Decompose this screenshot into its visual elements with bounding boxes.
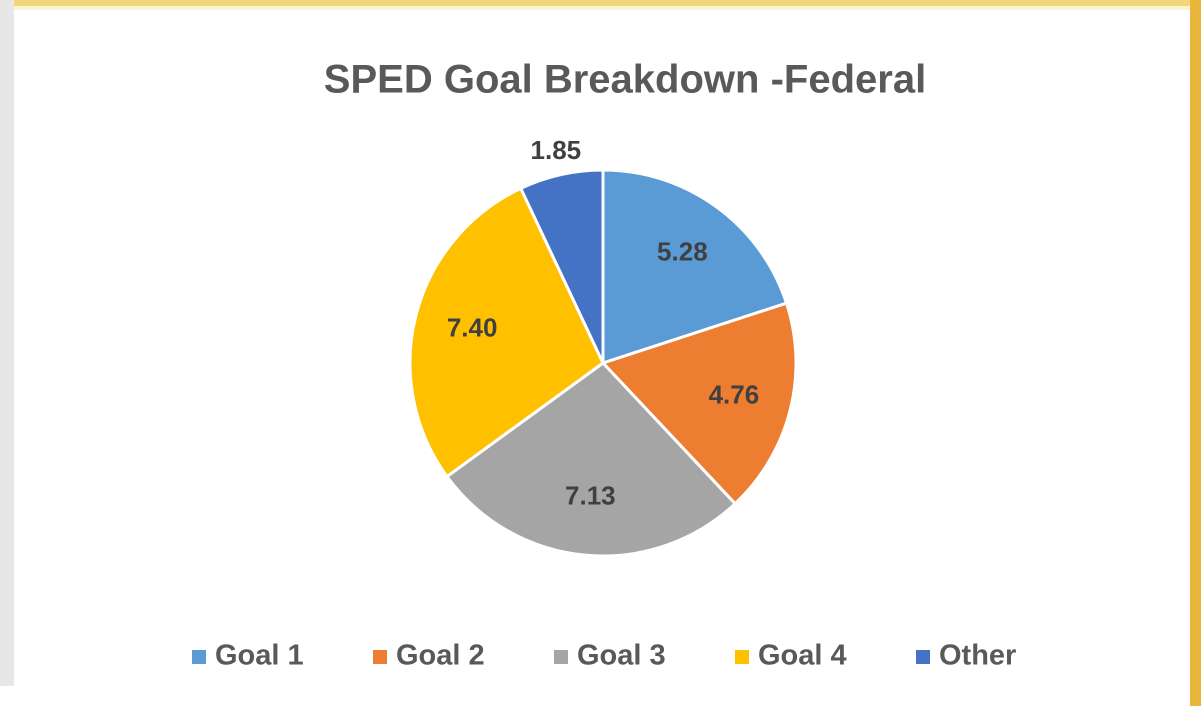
pie-slice [518, 168, 605, 364]
data-label: 7.40 [447, 312, 498, 342]
bottom-area [0, 686, 1190, 706]
legend-swatch [735, 650, 749, 664]
legend-swatch [554, 650, 568, 664]
pie-slice [601, 168, 789, 366]
legend-label: Goal 3 [577, 640, 666, 672]
right-border [1190, 0, 1201, 706]
data-label: 1.85 [531, 135, 582, 165]
legend-label: Goal 4 [758, 640, 847, 672]
data-label: 4.76 [709, 379, 760, 409]
legend-swatch [373, 650, 387, 664]
left-border [0, 0, 14, 706]
pie-slice [600, 301, 798, 506]
pie-slice [444, 361, 738, 558]
data-label: 7.13 [565, 480, 616, 510]
pie-slice [408, 186, 605, 479]
legend-label: Goal 2 [396, 640, 485, 672]
data-label: 5.28 [657, 237, 708, 267]
chart-title: SPED Goal Breakdown -Federal [324, 58, 926, 102]
legend-label: Other [939, 640, 1016, 672]
legend-label: Goal 1 [215, 640, 304, 672]
top-border [0, 0, 1201, 6]
legend-swatch [916, 650, 930, 664]
legend-swatch [192, 650, 206, 664]
